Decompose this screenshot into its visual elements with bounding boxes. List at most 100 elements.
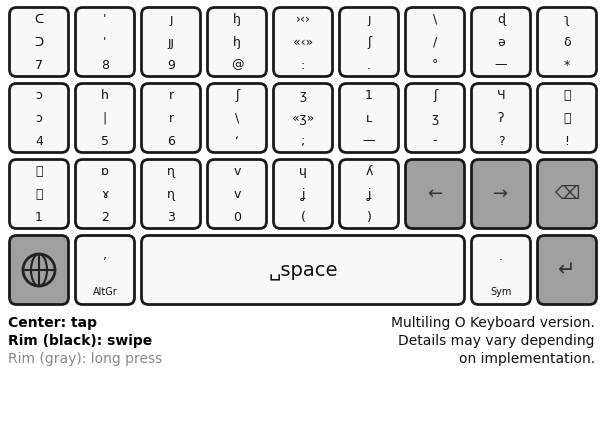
FancyBboxPatch shape — [340, 7, 398, 77]
Text: .: . — [499, 249, 503, 263]
Text: 2: 2 — [101, 210, 109, 224]
Text: \: \ — [433, 12, 437, 26]
FancyBboxPatch shape — [142, 7, 200, 77]
Text: ʎ: ʎ — [365, 165, 373, 177]
Text: Rim (black): swipe: Rim (black): swipe — [8, 334, 152, 348]
Text: ɤ: ɤ — [101, 187, 109, 201]
Text: ʅ: ʅ — [564, 12, 570, 26]
Text: Center: tap: Center: tap — [8, 316, 97, 330]
Text: δ: δ — [563, 36, 571, 48]
Text: ␣space: ␣space — [268, 260, 338, 279]
FancyBboxPatch shape — [208, 7, 266, 77]
Text: .: . — [367, 59, 371, 72]
Text: ʃ: ʃ — [433, 88, 437, 102]
Text: ꜧ: ꜧ — [233, 12, 241, 26]
Text: →: → — [493, 185, 509, 203]
Text: ꞌ: ꞌ — [103, 36, 107, 48]
Text: 6: 6 — [167, 135, 175, 147]
FancyBboxPatch shape — [340, 84, 398, 153]
Text: r: r — [169, 111, 173, 125]
Text: һ: һ — [101, 88, 109, 102]
Text: ɒ: ɒ — [101, 165, 109, 177]
Text: ,: , — [103, 249, 107, 263]
Text: ⌫: ⌫ — [554, 185, 580, 203]
Text: ɔ: ɔ — [35, 111, 43, 125]
FancyBboxPatch shape — [10, 84, 68, 153]
FancyBboxPatch shape — [538, 7, 596, 77]
FancyBboxPatch shape — [538, 84, 596, 153]
FancyBboxPatch shape — [274, 84, 332, 153]
Text: ꜧ: ꜧ — [233, 36, 241, 48]
FancyBboxPatch shape — [472, 84, 530, 153]
Text: ɥ: ɥ — [299, 165, 307, 177]
Text: v: v — [233, 165, 241, 177]
FancyBboxPatch shape — [142, 84, 200, 153]
Text: AltGr: AltGr — [92, 287, 118, 297]
Text: 3: 3 — [167, 210, 175, 224]
Text: ȷ: ȷ — [169, 12, 173, 26]
Text: ꞌ: ꞌ — [103, 12, 107, 26]
Text: ›‹›: ›‹› — [296, 12, 311, 26]
FancyBboxPatch shape — [142, 235, 464, 304]
Text: |: | — [103, 111, 107, 125]
Text: -: - — [433, 135, 437, 147]
Text: ): ) — [367, 210, 371, 224]
Text: 7: 7 — [35, 59, 43, 72]
Text: «‹»: «‹» — [293, 36, 313, 48]
Text: ꦲ: ꦲ — [35, 187, 43, 201]
Text: ꦲ: ꦲ — [35, 165, 43, 177]
Text: ‘: ‘ — [235, 135, 239, 147]
Text: ᑐ: ᑐ — [34, 36, 44, 48]
Text: ʃ: ʃ — [367, 36, 371, 48]
Text: ʃ: ʃ — [235, 88, 239, 102]
Text: ʔ: ʔ — [498, 111, 504, 125]
Text: ←: ← — [427, 185, 443, 203]
Text: —: — — [363, 135, 375, 147]
FancyBboxPatch shape — [76, 7, 134, 77]
FancyBboxPatch shape — [76, 235, 134, 304]
Text: ʝ: ʝ — [367, 187, 371, 201]
Text: (: ( — [301, 210, 305, 224]
Text: Sym: Sym — [490, 287, 512, 297]
FancyBboxPatch shape — [472, 160, 530, 228]
FancyBboxPatch shape — [10, 235, 68, 304]
Text: ?: ? — [497, 135, 505, 147]
Text: ȷ: ȷ — [367, 12, 371, 26]
Text: Rim (gray): long press: Rim (gray): long press — [8, 352, 162, 366]
Text: \: \ — [235, 111, 239, 125]
FancyBboxPatch shape — [76, 84, 134, 153]
FancyBboxPatch shape — [10, 7, 68, 77]
FancyBboxPatch shape — [274, 160, 332, 228]
Text: !: ! — [565, 135, 569, 147]
Text: ə: ə — [497, 36, 505, 48]
Text: ɔ: ɔ — [35, 88, 43, 102]
FancyBboxPatch shape — [406, 160, 464, 228]
Text: v: v — [233, 187, 241, 201]
Text: ȷȷ: ȷȷ — [167, 36, 175, 48]
Text: /: / — [433, 36, 437, 48]
FancyBboxPatch shape — [340, 160, 398, 228]
Text: ɳ: ɳ — [167, 187, 175, 201]
Text: —: — — [495, 59, 507, 72]
Text: 9: 9 — [167, 59, 175, 72]
Text: ;: ; — [301, 135, 305, 147]
FancyBboxPatch shape — [406, 7, 464, 77]
Text: 4: 4 — [35, 135, 43, 147]
Text: «ʒ»: «ʒ» — [292, 111, 314, 125]
Text: 0: 0 — [233, 210, 241, 224]
Text: @: @ — [231, 59, 243, 72]
FancyBboxPatch shape — [472, 235, 530, 304]
Text: *: * — [564, 59, 570, 72]
Text: ꝛ: ꝛ — [563, 88, 571, 102]
Text: ʒ: ʒ — [299, 88, 307, 102]
FancyBboxPatch shape — [538, 160, 596, 228]
Text: :: : — [301, 59, 305, 72]
FancyBboxPatch shape — [208, 84, 266, 153]
Text: r: r — [169, 88, 173, 102]
FancyBboxPatch shape — [10, 160, 68, 228]
Text: 1: 1 — [35, 210, 43, 224]
Text: on implementation.: on implementation. — [459, 352, 595, 366]
Text: 5: 5 — [101, 135, 109, 147]
Text: ꝛ: ꝛ — [563, 111, 571, 125]
FancyBboxPatch shape — [274, 7, 332, 77]
